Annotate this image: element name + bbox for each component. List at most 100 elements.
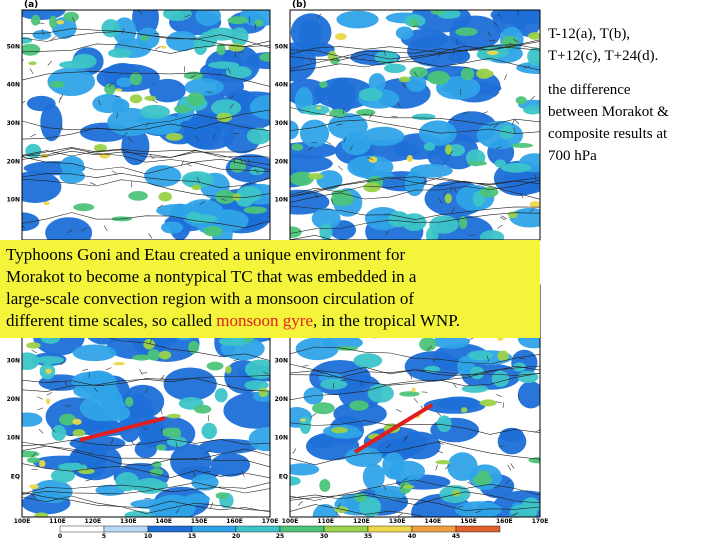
- wind-barb: [493, 21, 498, 27]
- convection-area: [500, 163, 532, 173]
- contour: [290, 205, 540, 221]
- convection-area: [515, 96, 527, 105]
- convection-area: [45, 368, 52, 374]
- convection-area: [129, 94, 143, 104]
- convection-area: [517, 371, 539, 384]
- contour: [290, 492, 540, 511]
- contour: [290, 346, 540, 365]
- contour: [290, 479, 540, 501]
- convection-area: [458, 216, 468, 230]
- convection-area: [40, 103, 63, 142]
- wind-barb: [38, 428, 44, 434]
- convection-area: [406, 154, 413, 163]
- convection-area: [356, 108, 376, 116]
- callout-line: Typhoons Goni and Etau created a unique …: [6, 245, 405, 264]
- convection-area: [319, 478, 331, 492]
- convection-area: [331, 426, 348, 434]
- wind-barb: [206, 91, 213, 94]
- wind-barb: [523, 66, 530, 69]
- contour: [22, 43, 270, 54]
- wind-barb: [494, 91, 500, 97]
- convection-area: [411, 387, 416, 393]
- wind-barb: [513, 39, 519, 43]
- convection-area: [125, 396, 134, 407]
- wind-barb: [148, 233, 153, 239]
- convection-area: [494, 159, 506, 168]
- map-ticks: 50N40N30N20N10N50N40N30N20N10N40N30N20N1…: [7, 43, 549, 540]
- convection-area: [412, 113, 436, 121]
- wind-barb: [46, 392, 53, 396]
- wind-barb: [89, 182, 96, 186]
- convection-area: [166, 30, 198, 52]
- side-note: T+12(c), T+24(d).: [548, 48, 658, 64]
- convection-area: [243, 206, 267, 214]
- convection-area: [132, 354, 152, 361]
- contour: [22, 31, 270, 48]
- convection-area: [165, 133, 183, 141]
- convection-area: [193, 35, 208, 56]
- side-note: the difference: [548, 82, 631, 98]
- wind-barb: [105, 367, 112, 371]
- convection-area: [290, 463, 320, 476]
- convection-area: [227, 16, 248, 25]
- convection-area: [259, 52, 270, 62]
- convection-area: [509, 208, 540, 228]
- wind-barb: [87, 451, 93, 456]
- wind-barb: [443, 190, 448, 197]
- wind-barb: [82, 368, 88, 372]
- convection-area: [333, 401, 387, 427]
- wind-barb: [199, 200, 205, 205]
- wind-barb: [383, 49, 386, 56]
- wind-barb: [227, 67, 231, 74]
- wind-barb: [497, 224, 503, 229]
- wind-barb: [254, 168, 259, 174]
- convection-area: [72, 344, 117, 362]
- convection-area: [193, 404, 212, 414]
- convection-area: [29, 484, 39, 490]
- convection-area: [114, 88, 123, 92]
- convection-area: [51, 425, 67, 441]
- convection-area: [28, 61, 37, 66]
- wind-barb: [139, 369, 143, 375]
- wind-barb: [241, 471, 245, 477]
- lon-label: 130E: [120, 518, 137, 525]
- map-panel: [290, 10, 540, 240]
- contour: [22, 482, 270, 495]
- colorbar-label: 0: [58, 533, 62, 540]
- convection-area: [395, 26, 414, 40]
- convection-area: [73, 382, 119, 400]
- convection-area: [43, 201, 50, 206]
- wind-barb: [463, 66, 470, 69]
- wind-barb: [108, 82, 114, 87]
- convection-area: [225, 66, 252, 79]
- wind-barb: [142, 427, 149, 431]
- lat-label: 30N: [275, 120, 288, 127]
- wind-barb: [349, 145, 353, 152]
- convection-area: [334, 32, 347, 41]
- callout-box: [0, 240, 540, 338]
- wind-barb: [493, 123, 499, 128]
- convection-area: [435, 460, 451, 465]
- lon-label: 150E: [191, 518, 208, 525]
- lon-label: 160E: [226, 518, 243, 525]
- convection-area: [517, 381, 540, 409]
- convection-area: [116, 77, 133, 88]
- convection-area: [134, 440, 158, 459]
- colorbar-segment: [323, 525, 369, 533]
- lat-label: EQ: [279, 473, 288, 480]
- convection-area: [249, 94, 270, 120]
- wind-barb: [453, 187, 457, 193]
- wind-barb: [144, 122, 150, 127]
- wind-barb: [412, 25, 419, 28]
- convection-area: [160, 221, 184, 234]
- wind-barb: [155, 46, 161, 50]
- wind-barb: [413, 397, 419, 403]
- wind-barb: [110, 438, 114, 445]
- contour: [290, 176, 540, 198]
- convection-area: [397, 431, 441, 460]
- wind-barb: [150, 337, 152, 344]
- wind-barb: [220, 198, 227, 201]
- convection-area: [427, 70, 450, 85]
- side-note: 700 hPa: [548, 148, 597, 164]
- convection-area: [299, 418, 306, 422]
